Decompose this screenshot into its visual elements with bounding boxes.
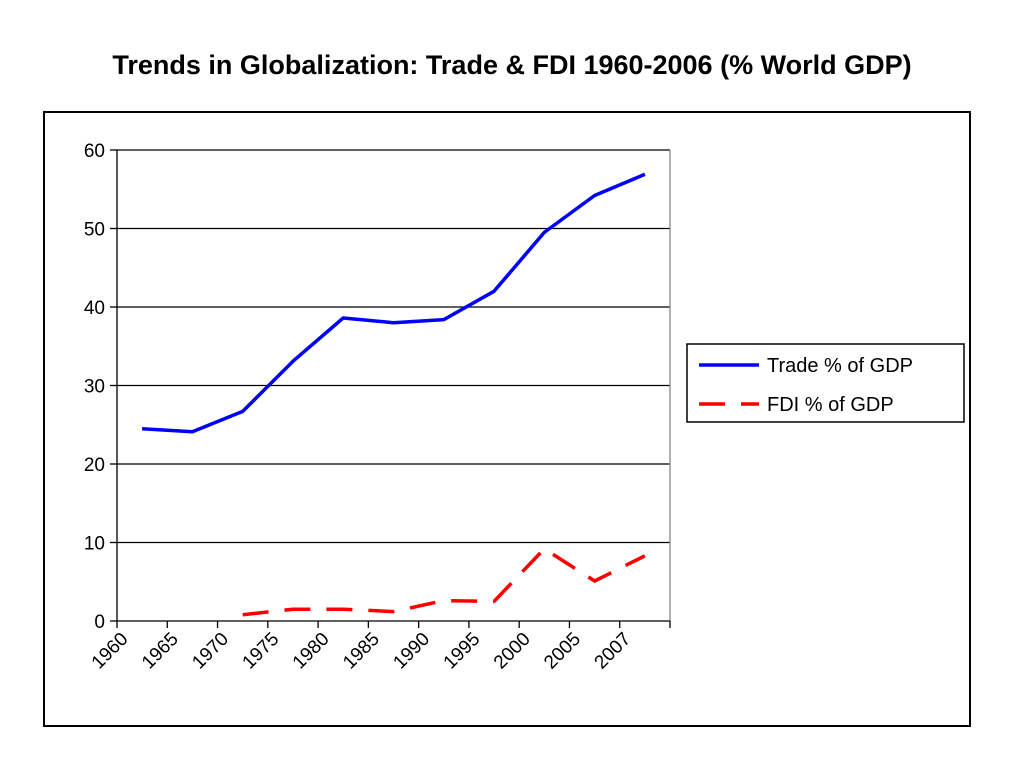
series-line-trade [141, 172, 646, 434]
legend-label-fdi: FDI % of GDP [767, 394, 894, 416]
x-tick-label-1980: 1980 [289, 629, 334, 674]
x-tick-label-1960: 1960 [88, 629, 133, 674]
x-axis-tick-labels: 1960 1965 1970 1975 1980 1985 1990 1995 2000 2005… [88, 629, 635, 674]
y-axis-tick-labels: 0 10 20 30 40 50 60 [84, 141, 105, 633]
y-tick-label-20: 20 [84, 455, 105, 476]
series-line-fdi [242, 547, 646, 617]
x-tick-label-1990: 1990 [389, 629, 434, 674]
y-tick-label-50: 50 [84, 220, 105, 241]
x-tick-label-2007: 2007 [591, 629, 636, 674]
series-lines [141, 172, 646, 617]
legend-box [686, 343, 965, 423]
gridlines [117, 149, 671, 621]
chart-title: Trends in Globalization: Trade & FDI 196… [112, 50, 912, 80]
x-tick-label-1985: 1985 [339, 629, 384, 674]
x-tick-label-2000: 2000 [490, 629, 535, 674]
axes [110, 149, 671, 628]
x-tick-label-2005: 2005 [540, 629, 585, 674]
legend-label-trade: Trade % of GDP [767, 355, 913, 377]
y-tick-label-10: 10 [84, 534, 105, 555]
y-tick-label-40: 40 [84, 298, 105, 319]
x-tick-label-1995: 1995 [440, 629, 485, 674]
x-tick-label-1975: 1975 [239, 629, 284, 674]
x-tick-label-1965: 1965 [138, 629, 183, 674]
y-tick-label-0: 0 [94, 612, 105, 633]
y-tick-label-30: 30 [84, 377, 105, 398]
y-tick-label-60: 60 [84, 141, 105, 162]
legend: Trade % of GDP FDI % of GDP [686, 343, 965, 423]
x-tick-label-1970: 1970 [188, 629, 233, 674]
